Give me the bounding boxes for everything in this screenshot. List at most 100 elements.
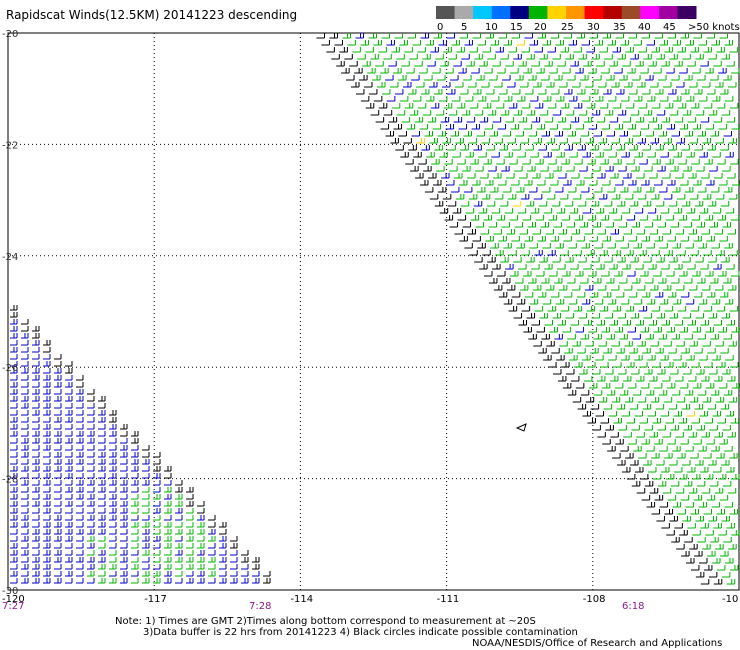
wind-barb [336, 61, 345, 67]
wind-barb [495, 47, 504, 53]
wind-barb [693, 495, 703, 501]
wind-barb [432, 180, 442, 186]
wind-barb [704, 362, 713, 368]
wind-barb [142, 501, 150, 507]
wind-barb [511, 236, 520, 242]
wind-barb [360, 40, 369, 46]
wind-barb [484, 68, 493, 74]
wind-barb [370, 110, 380, 116]
wind-barb [263, 571, 271, 577]
wind-barb [643, 54, 652, 60]
wind-barb [449, 222, 459, 228]
wind-barb [552, 369, 562, 375]
wind-barb [678, 362, 687, 368]
wind-barb [564, 348, 573, 354]
wind-barb [709, 222, 719, 228]
wind-barb [683, 166, 692, 172]
wind-barb [197, 536, 205, 542]
note-line-2: 3)Data buffer is 22 hrs from 20141223 4)… [143, 627, 578, 638]
wind-barb [671, 334, 680, 340]
wind-barb [153, 522, 161, 528]
wind-barb [398, 131, 407, 137]
wind-barb [691, 362, 700, 368]
wind-barb [175, 578, 183, 584]
wind-barb [561, 159, 570, 165]
wind-barb [549, 271, 558, 277]
wind-barb [10, 543, 18, 549]
wind-barb [98, 557, 106, 563]
wind-barb [479, 61, 488, 67]
wind-barb [659, 243, 668, 249]
wind-barb [43, 578, 51, 584]
wind-barb [584, 173, 593, 179]
wind-barb [710, 187, 720, 193]
wind-barb [587, 159, 596, 165]
wind-barb [689, 82, 698, 88]
wind-barb [142, 445, 150, 451]
wind-barb [699, 208, 709, 214]
wind-barb [603, 348, 612, 354]
wind-barb [540, 278, 550, 284]
wind-barb [208, 522, 216, 528]
wind-barb [628, 33, 638, 39]
wind-barb [32, 431, 40, 437]
wind-barb [120, 424, 128, 430]
wind-barb [541, 75, 550, 81]
wind-barb [717, 474, 727, 480]
wind-barb [517, 208, 527, 214]
wind-barb [652, 362, 661, 368]
wind-barb [424, 75, 433, 81]
wind-barb [683, 222, 693, 228]
wind-barb [529, 243, 538, 249]
wind-barb [626, 362, 635, 368]
wind-barb [109, 452, 117, 458]
wind-barb [647, 411, 657, 417]
wind-barb [651, 47, 660, 53]
wind-barb [43, 571, 51, 577]
wind-barb [534, 103, 544, 109]
wind-barb [601, 271, 610, 277]
wind-barb [131, 508, 139, 514]
wind-barb [702, 341, 711, 347]
wind-barb [730, 362, 739, 368]
wind-barb [679, 124, 689, 130]
wind-barb [500, 54, 509, 60]
wind-barb [644, 278, 654, 284]
wind-barb [693, 89, 703, 95]
wind-barb [712, 152, 721, 158]
wind-barb [417, 47, 426, 53]
wind-barb [615, 89, 625, 95]
wind-barb [573, 103, 583, 109]
wind-barb [589, 236, 598, 242]
wind-barb [164, 536, 172, 542]
wind-barb [713, 117, 723, 123]
wind-barb [417, 103, 427, 109]
wind-barb [219, 536, 227, 542]
wind-barb [692, 180, 702, 186]
wind-barb [493, 173, 502, 179]
wind-barb [611, 138, 620, 144]
wind-barb [65, 571, 73, 577]
wind-barb [76, 466, 84, 472]
wind-barb [142, 557, 150, 563]
wind-barb [598, 82, 607, 88]
wind-barb [388, 61, 397, 67]
wind-barb [453, 117, 463, 123]
wind-barb [586, 250, 595, 256]
wind-barb [583, 264, 592, 270]
wind-barb [521, 103, 531, 109]
wind-barb [580, 131, 589, 137]
wind-barb [186, 487, 194, 493]
wind-barb [709, 166, 718, 172]
wind-barb [708, 257, 717, 263]
wind-barb [705, 68, 714, 74]
wind-barb [490, 243, 499, 249]
wind-barb [87, 487, 95, 493]
credit-line: NOAA/NESDIS/Office of Research and Appli… [472, 638, 723, 649]
wind-barb [208, 536, 216, 542]
wind-barb [665, 418, 674, 424]
wind-barb [21, 487, 29, 493]
wind-barb [661, 376, 671, 382]
wind-barb [479, 117, 489, 123]
wind-barb [109, 515, 117, 521]
